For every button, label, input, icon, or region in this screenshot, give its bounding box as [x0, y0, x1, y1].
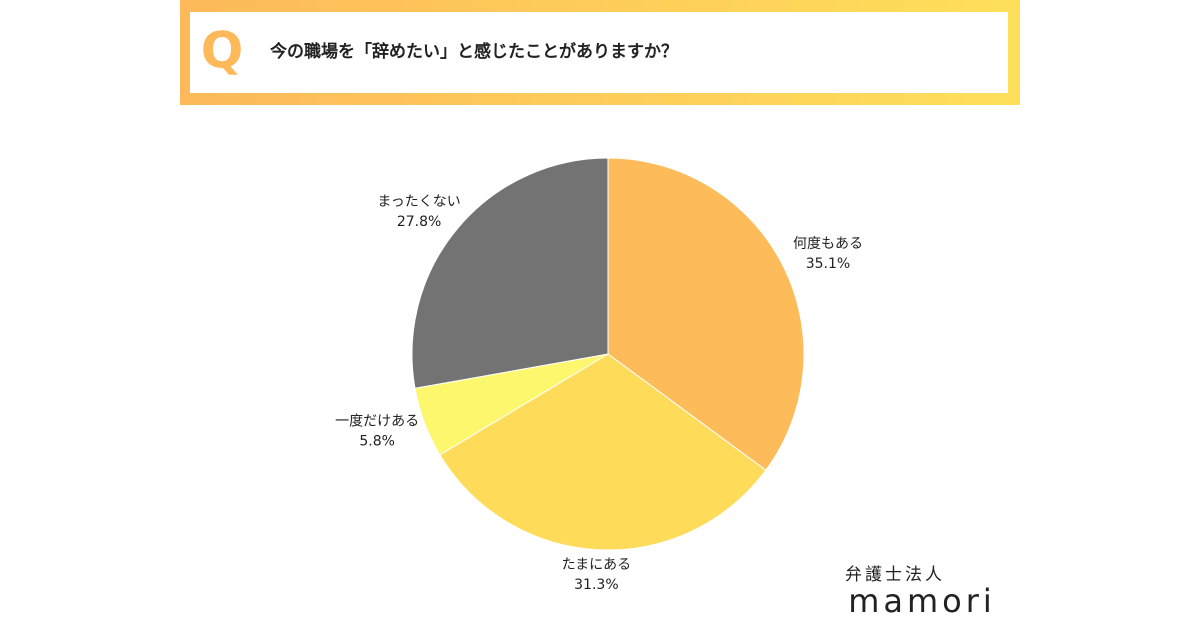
- slice-label: 何度もある: [793, 236, 863, 252]
- pie-slice: [439, 353, 767, 551]
- pie: 何度もある 35.1% たまにある 31.3% 一度だけある 5.8% まったくない 27.8…: [335, 157, 863, 593]
- header-box: [190, 12, 1008, 93]
- value-label: 31.3%: [574, 577, 618, 593]
- slice-label: まったくない: [377, 194, 460, 210]
- logo-name: mamori: [848, 582, 996, 620]
- pie-slice: [411, 157, 609, 389]
- pie-slice: [607, 157, 805, 471]
- q-letter: Q: [201, 22, 244, 80]
- logo-subtitle: 弁護士法人: [845, 565, 945, 585]
- value-label: 35.1%: [806, 256, 850, 272]
- value-label: 5.8%: [359, 434, 395, 450]
- chart-title: 今の職場を「辞めたい」と感じたことがありますか？: [270, 41, 678, 62]
- value-label: 27.8%: [397, 214, 441, 230]
- slice-label: たまにある: [562, 557, 632, 573]
- slice-label: 一度だけある: [335, 414, 419, 430]
